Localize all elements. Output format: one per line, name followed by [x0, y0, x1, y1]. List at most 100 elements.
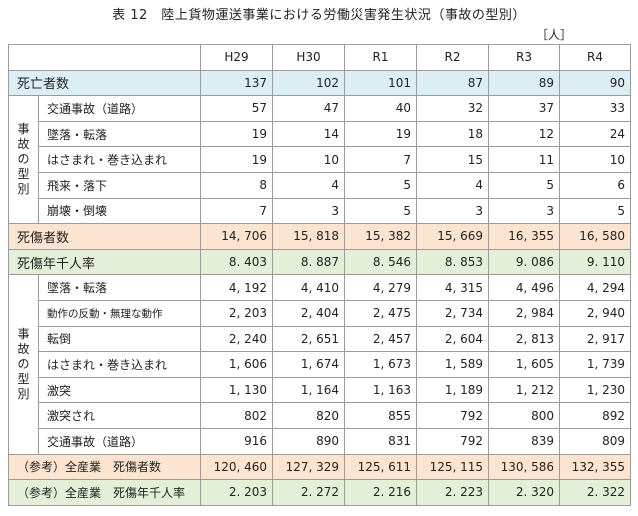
- cell: 24: [559, 120, 631, 148]
- cell: 916: [200, 427, 273, 455]
- cell: 4, 279: [344, 274, 417, 301]
- cell: 809: [559, 427, 631, 455]
- row-label: 墜落・転落: [38, 120, 201, 148]
- cell: 9. 110: [559, 248, 631, 276]
- cell: 2. 322: [559, 479, 631, 506]
- cell: 1, 673: [344, 351, 417, 378]
- cell: 101: [344, 69, 417, 97]
- casualty-type-row: 転倒 2, 240 2, 651 2, 457 2, 604 2, 813 2,…: [9, 325, 631, 353]
- cell: 127, 329: [272, 453, 345, 481]
- cell: 831: [344, 427, 417, 455]
- cell: 3: [416, 197, 489, 225]
- cell: 6: [559, 171, 631, 199]
- cell: 2. 320: [488, 479, 560, 506]
- cell: 33: [559, 95, 631, 122]
- cell: 1, 606: [200, 351, 273, 378]
- casualty-type-row: 激突され 802 820 855 792 800 892: [9, 402, 631, 429]
- cell: 792: [416, 427, 489, 455]
- cell: 820: [272, 402, 345, 429]
- cell: 5: [344, 171, 417, 199]
- row-label: （参考）全産業 死傷者数: [8, 453, 201, 481]
- cell: 10: [272, 146, 345, 173]
- cell: 2, 940: [559, 299, 631, 327]
- cell: 2. 216: [344, 479, 417, 506]
- cell: 890: [272, 427, 345, 455]
- cell: 2, 813: [488, 325, 560, 353]
- cell: 8. 887: [272, 248, 345, 276]
- row-label: 死傷者数: [8, 223, 201, 250]
- cell: 839: [488, 427, 560, 455]
- cell: 1, 164: [272, 376, 345, 404]
- cell: 2, 240: [200, 325, 273, 353]
- cell: 8. 546: [344, 248, 417, 276]
- cell: 125, 611: [344, 453, 417, 481]
- cell: 1, 605: [488, 351, 560, 378]
- cell: 5: [344, 197, 417, 225]
- casualty-type-row: 交通事故（道路） 916 890 831 792 839 809: [9, 427, 631, 455]
- cell: 2, 734: [416, 299, 489, 327]
- casualty-type-row: 事故の型別 墜落・転落 4, 192 4, 410 4, 279 4, 315 …: [8, 274, 631, 455]
- table-title: 表 12 陸上貨物運送事業における労働災害発生状況（事故の型別）: [112, 8, 526, 23]
- deaths-row: 死亡者数 137 102 101 87 89 90: [8, 69, 631, 97]
- row-label: 飛来・落下: [38, 171, 201, 199]
- header-year: R3: [488, 44, 560, 71]
- cell: 1, 212: [488, 376, 560, 404]
- all-industry-rate-row: （参考）全産業 死傷年千人率 2. 203 2. 272 2. 216 2. 2…: [8, 479, 631, 506]
- cell: 2, 651: [272, 325, 345, 353]
- cell: 137: [200, 69, 273, 97]
- cell: 2, 604: [416, 325, 489, 353]
- cell: 14: [272, 120, 345, 148]
- cell: 1, 739: [559, 351, 631, 378]
- cell: 2, 404: [272, 299, 345, 327]
- cell: 2. 272: [272, 479, 345, 506]
- cell: 90: [559, 69, 631, 97]
- cell: 16, 355: [488, 223, 560, 250]
- header-year: H30: [272, 44, 345, 71]
- header-year: R1: [344, 44, 417, 71]
- cell: 37: [488, 95, 560, 122]
- cell: 87: [416, 69, 489, 97]
- unit-label: ［人］: [535, 28, 572, 42]
- cell: 8. 853: [416, 248, 489, 276]
- cell: 3: [272, 197, 345, 225]
- cell: 15, 669: [416, 223, 489, 250]
- cell: 855: [344, 402, 417, 429]
- row-label: （参考）全産業 死傷年千人率: [8, 479, 201, 506]
- cell: 1, 589: [416, 351, 489, 378]
- cell: 8. 403: [200, 248, 273, 276]
- cell: 10: [559, 146, 631, 173]
- header-year: H29: [200, 44, 273, 71]
- cell: 5: [488, 171, 560, 199]
- cell: 102: [272, 69, 345, 97]
- cell: 1, 130: [200, 376, 273, 404]
- cell: 2. 203: [200, 479, 273, 506]
- cell: 19: [200, 146, 273, 173]
- cell: 1, 674: [272, 351, 345, 378]
- row-label: はさまれ・巻き込まれ: [38, 351, 201, 378]
- cell: 40: [344, 95, 417, 122]
- cell: 14, 706: [200, 223, 273, 250]
- death-type-row: 飛来・落下 8 4 5 4 5 6: [9, 171, 631, 199]
- header-row: H29 H30 R1 R2 R3 R4: [8, 44, 631, 71]
- cell: 2, 984: [488, 299, 560, 327]
- cell: 4, 192: [200, 274, 273, 301]
- cell: 1, 230: [559, 376, 631, 404]
- cell: 89: [488, 69, 560, 97]
- cell: 16, 580: [559, 223, 631, 250]
- row-label: 激突: [38, 376, 201, 404]
- row-label: 交通事故（道路）: [38, 427, 201, 455]
- rate-row: 死傷年千人率 8. 403 8. 887 8. 546 8. 853 9. 08…: [8, 248, 631, 276]
- cell: 19: [200, 120, 273, 148]
- cell: 7: [344, 146, 417, 173]
- death-type-row: 崩壊・倒壊 7 3 5 3 3 5: [9, 197, 631, 225]
- accident-table: H29 H30 R1 R2 R3 R4 死亡者数 137 102 101 87 …: [8, 44, 631, 506]
- cell: 4, 410: [272, 274, 345, 301]
- casualty-type-row: はさまれ・巻き込まれ 1, 606 1, 674 1, 673 1, 589 1…: [9, 351, 631, 378]
- cell: 5: [559, 197, 631, 225]
- row-label: 激突され: [38, 402, 201, 429]
- cell: 15: [416, 146, 489, 173]
- cell: 4, 496: [488, 274, 560, 301]
- cell: 130, 586: [488, 453, 560, 481]
- casualty-type-row: 激突 1, 130 1, 164 1, 163 1, 189 1, 212 1,…: [9, 376, 631, 404]
- header-year: R2: [416, 44, 489, 71]
